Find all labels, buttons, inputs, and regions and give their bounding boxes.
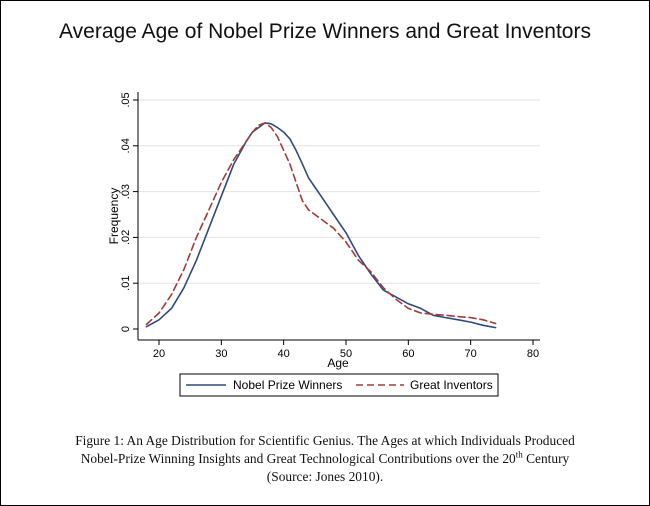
x-tick-label: 60 [402,348,414,360]
caption-line-2-end: Century [522,451,570,466]
y-tick-label: .04 [120,138,132,153]
chart-title: Average Age of Nobel Prize Winners and G… [59,20,591,43]
caption-superscript: th [515,449,523,460]
y-tick-label: .03 [120,184,132,199]
grid-lines [138,99,540,284]
y-tick-label: .01 [120,276,132,291]
legend-box [179,373,499,397]
axes [137,92,540,341]
x-tick-label: 40 [278,348,290,360]
x-tick-label: 20 [153,348,165,360]
caption-line-3: (Source: Jones 2010). [266,469,384,484]
y-axis-label: Frequency [107,188,121,245]
caption-line-2-text: Nobel-Prize Winning Insights and Great T… [80,451,516,466]
legend-label-nobel: Nobel Prize Winners [233,378,342,392]
y-tick-label: 0 [120,326,132,332]
series-lines [145,122,497,329]
x-tick-label: 70 [465,348,477,360]
x-tick-label: 80 [527,348,539,360]
x-tick-label: 50 [340,348,352,360]
axis-ticks: 0 .01 .02 .03 .04 .05 20 30 40 50 60 70 80 [120,92,539,360]
legend: Nobel Prize Winners Great Inventors [179,373,499,397]
figure-caption: Figure 1: An Age Distribution for Scient… [40,432,610,486]
x-tick-label: 30 [215,348,227,360]
caption-line-2: Nobel-Prize Winning Insights and Great T… [40,450,610,468]
x-axis-label: Age [327,356,349,370]
series-line-nobel [145,122,497,329]
caption-line-1: Figure 1: An Age Distribution for Scient… [75,433,575,448]
y-tick-label: .02 [120,230,132,245]
series-line-inventors [145,122,497,326]
y-tick-label: .05 [120,92,132,107]
legend-label-inventors: Great Inventors [410,378,493,392]
